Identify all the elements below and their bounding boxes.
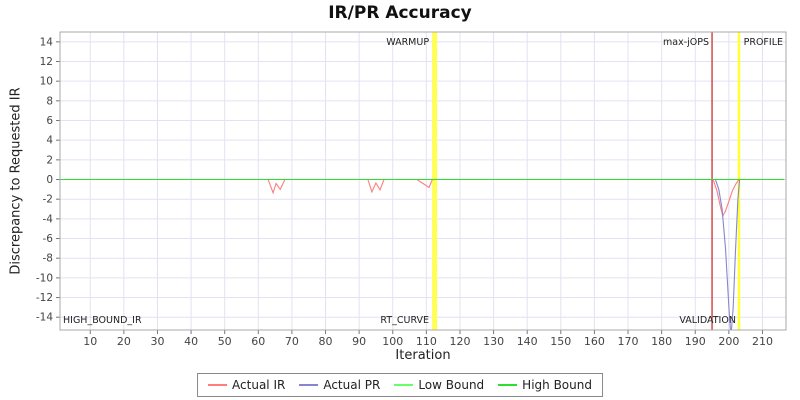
svg-text:150: 150 <box>550 335 571 348</box>
svg-text:70: 70 <box>285 335 299 348</box>
legend-item-actual-pr: Actual PR <box>299 378 380 392</box>
svg-text:4: 4 <box>46 135 53 147</box>
svg-text:HIGH_BOUND_IR: HIGH_BOUND_IR <box>63 315 142 326</box>
plot-area <box>60 32 786 330</box>
svg-text:0: 0 <box>46 174 53 186</box>
legend-label-actual-pr: Actual PR <box>323 378 381 392</box>
legend-swatch-actual-ir <box>208 384 228 386</box>
svg-text:RT_CURVE: RT_CURVE <box>380 315 429 326</box>
svg-text:40: 40 <box>184 335 198 348</box>
svg-text:max-jOPS: max-jOPS <box>663 37 709 48</box>
svg-text:130: 130 <box>483 335 504 348</box>
svg-text:VALIDATION: VALIDATION <box>679 315 736 326</box>
svg-text:10: 10 <box>83 335 97 348</box>
svg-text:-4: -4 <box>43 213 54 225</box>
svg-text:6: 6 <box>46 115 53 127</box>
svg-text:-10: -10 <box>36 272 53 284</box>
svg-text:110: 110 <box>416 335 437 348</box>
legend-item-low-bound: Low Bound <box>394 378 484 392</box>
svg-text:2: 2 <box>46 154 53 166</box>
annotations: WARMUP RT_CURVE max-jOPS VALIDATION PROFILE H… <box>63 37 783 326</box>
svg-text:180: 180 <box>651 335 672 348</box>
legend-label-high-bound: High Bound <box>522 378 592 392</box>
svg-text:-2: -2 <box>43 194 53 206</box>
svg-text:20: 20 <box>117 335 131 348</box>
x-axis-label: Iteration <box>395 348 451 363</box>
legend: Actual IR Actual PR Low Bound High Bound <box>197 373 603 397</box>
legend-label-low-bound: Low Bound <box>418 378 485 392</box>
svg-text:120: 120 <box>449 335 470 348</box>
svg-text:90: 90 <box>352 335 366 348</box>
tick-labels: 10 20 30 40 50 60 70 80 90 100 110 120 130 140 150 160 1… <box>36 36 773 348</box>
svg-text:140: 140 <box>517 335 538 348</box>
axis-ticks <box>56 41 763 334</box>
series-actual-ir <box>60 178 785 218</box>
svg-text:8: 8 <box>46 95 53 107</box>
legend-item-high-bound: High Bound <box>498 378 592 392</box>
legend-label-actual-ir: Actual IR <box>232 378 286 392</box>
svg-text:210: 210 <box>752 335 773 348</box>
svg-text:PROFILE: PROFILE <box>744 37 783 48</box>
svg-text:50: 50 <box>218 335 232 348</box>
svg-text:10: 10 <box>40 76 53 88</box>
svg-text:-12: -12 <box>36 292 53 304</box>
svg-text:-8: -8 <box>43 253 53 265</box>
svg-text:14: 14 <box>40 36 54 48</box>
svg-text:170: 170 <box>618 335 639 348</box>
svg-text:30: 30 <box>150 335 164 348</box>
svg-text:-6: -6 <box>43 233 54 245</box>
chart-title: IR/PR Accuracy <box>328 3 472 23</box>
svg-text:200: 200 <box>718 335 739 348</box>
svg-text:100: 100 <box>382 335 403 348</box>
legend-swatch-actual-pr <box>299 384 319 386</box>
svg-text:60: 60 <box>251 335 265 348</box>
legend-swatch-low-bound <box>394 384 414 386</box>
plot-svg: 10 20 30 40 50 60 70 80 90 100 110 120 130 140 150 160 1… <box>36 31 787 348</box>
svg-text:190: 190 <box>685 335 706 348</box>
y-axis-label: Discrepancy to Requested IR <box>8 87 24 275</box>
plot-border <box>59 31 787 331</box>
svg-text:80: 80 <box>319 335 333 348</box>
legend-swatch-high-bound <box>498 384 518 386</box>
legend-item-actual-ir: Actual IR <box>208 378 285 392</box>
svg-text:WARMUP: WARMUP <box>386 37 429 48</box>
series-actual-pr <box>60 178 785 330</box>
warmup-band <box>432 32 438 330</box>
series-lines <box>60 178 785 330</box>
svg-text:12: 12 <box>40 56 53 68</box>
svg-text:-14: -14 <box>36 312 53 324</box>
svg-text:160: 160 <box>584 335 605 348</box>
